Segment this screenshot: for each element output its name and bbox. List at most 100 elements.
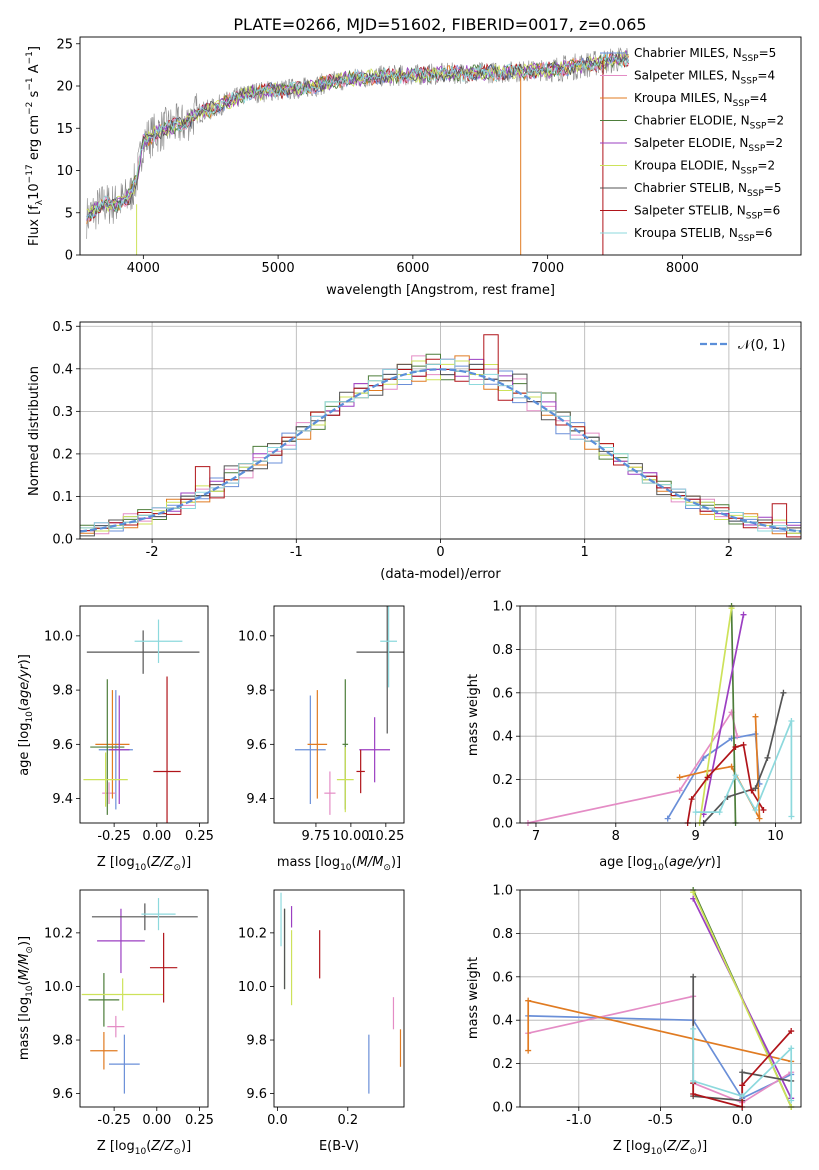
agew-marker (716, 809, 723, 816)
mage-ytick-label: 9.6 (246, 738, 267, 753)
agew-ytick-label: 0.6 (492, 686, 513, 701)
agew-marker (732, 772, 739, 779)
ebv-ytick-label: 9.6 (246, 1087, 267, 1102)
spectrum-frame (79, 36, 802, 256)
zage-axes: -0.25 0.00 0.25 9.4 9.6 9.8 10.0 (44, 629, 214, 844)
zw-marker (739, 1082, 746, 1089)
ebv-xtick-label: 0.0 (267, 1113, 288, 1128)
agew-marker (740, 741, 747, 748)
zage-ytick-label: 9.8 (52, 684, 73, 699)
hist-gaussian-line (79, 368, 802, 533)
hist-ylabel: Normed distribution (27, 366, 42, 496)
agew-frame (519, 605, 802, 824)
hist-step-line (80, 358, 801, 532)
zage-frame (79, 605, 209, 824)
spectrum-xtick-label: 4000 (127, 261, 160, 276)
agew-xlabel: age [log10(age/yr)] (599, 855, 721, 873)
spectrum-ytick-label: 0 (65, 249, 73, 264)
legend-label: Salpeter MILES, NSSP=4 (634, 69, 775, 87)
zw-marker (788, 1045, 795, 1052)
spectrum-model-line (86, 52, 629, 220)
zmass-frame (79, 889, 209, 1108)
zw-marker (690, 1090, 697, 1097)
agew-marker (752, 713, 759, 720)
zw-marker (690, 1077, 697, 1084)
spectrum-xtick-label: 5000 (262, 261, 295, 276)
agew-marker (728, 763, 735, 770)
zage-ytick-label: 10.0 (44, 629, 73, 644)
agew-xtick-label: 7 (532, 829, 540, 844)
figure-title: PLATE=0266, MJD=51602, FIBERID=0017, z=0… (233, 15, 646, 34)
agew-marker (688, 796, 695, 803)
agew-marker (756, 815, 763, 822)
zw-marker (739, 1069, 746, 1076)
agew-marker (676, 787, 683, 794)
hist-ytick-label: 0.3 (52, 405, 73, 420)
zw-xtick-label: -1.0 (566, 1113, 591, 1128)
legend-label: Chabrier MILES, NSSP=5 (634, 46, 776, 64)
zw-series-line (527, 999, 792, 1063)
agew-marker (748, 787, 755, 794)
ebv-ytick-label: 10.0 (238, 980, 267, 995)
ebv-frame (273, 889, 405, 1108)
agew-ytick-label: 0.0 (492, 817, 513, 832)
mage-ytick-label: 10.0 (238, 629, 267, 644)
zmass-ytick-label: 9.6 (52, 1087, 73, 1102)
agew-xtick-label: 9 (691, 829, 699, 844)
hist-ytick-label: 0.5 (52, 320, 73, 335)
zw-series-line (692, 1030, 792, 1107)
zmass-ytick-label: 10.2 (44, 926, 73, 941)
spectrum-model-line (86, 54, 629, 221)
mage-xlabel: mass [log10(M/M⊙)] (277, 855, 401, 873)
agew-marker (740, 611, 747, 618)
zw-ytick-label: 1.0 (492, 884, 513, 899)
spectrum-ylabel: Flux [fλ10−17 erg cm−2 s−1 A−1] (25, 46, 45, 246)
zw-marker (788, 1028, 795, 1035)
hist-xtick-label: 0 (436, 545, 444, 560)
zage-ytick-label: 9.6 (52, 738, 73, 753)
zw-marker (690, 895, 697, 902)
agew-marker (732, 744, 739, 751)
spectrum-ytick-label: 5 (65, 206, 73, 221)
agew-marker (788, 718, 795, 725)
agew-series-line (698, 608, 733, 823)
agew-xtick-label: 10 (767, 829, 784, 844)
hist-ytick-label: 0.4 (52, 362, 73, 377)
zw-series-line (692, 891, 792, 1107)
zw-ytick-label: 0.0 (492, 1101, 513, 1116)
hist-xlabel: (data-model)/error (380, 567, 501, 582)
zw-ytick-label: 0.2 (492, 1057, 513, 1072)
zw-marker (739, 1093, 746, 1100)
hist-xtick-label: 1 (581, 545, 589, 560)
agew-ytick-label: 1.0 (492, 600, 513, 615)
hist-ytick-label: 0.1 (52, 490, 73, 505)
legend-label: Chabrier ELODIE, NSSP=2 (634, 114, 784, 132)
agew-marker (734, 733, 741, 740)
agew-ytick-label: 0.2 (492, 773, 513, 788)
hist-frame (79, 321, 802, 540)
zw-marker (690, 1025, 697, 1032)
zage-ytick-label: 9.4 (52, 792, 73, 807)
legend-label: Kroupa MILES, NSSP=4 (634, 91, 767, 109)
spectrum-xlabel: wavelength [Angstrom, rest frame] (326, 283, 555, 298)
spectrum-xtick-label: 7000 (531, 261, 564, 276)
ebv-axes: 0.0 0.2 9.6 9.8 10.0 10.2 (238, 926, 358, 1128)
hist-xtick-label: -1 (290, 545, 303, 560)
hist-axes: -2 -1 0 1 2 0.0 0.1 0.2 0.3 0.4 0.5 (52, 320, 801, 560)
zw-series-line (528, 1015, 792, 1100)
legend-label: Chabrier STELIB, NSSP=5 (634, 181, 782, 199)
legend-label: Kroupa STELIB, NSSP=6 (634, 226, 772, 244)
spectrum-ytick-label: 20 (56, 80, 73, 95)
hist-xtick-label: -2 (146, 545, 159, 560)
zage-xtick-label: 0.00 (142, 829, 171, 844)
mage-frame (273, 605, 405, 824)
mage-xtick-label: 10.25 (367, 829, 404, 844)
zw-xtick-label: -0.5 (648, 1113, 673, 1128)
hist-legend-label: 𝒩(0, 1) (738, 338, 785, 353)
zw-ytick-label: 0.4 (492, 1014, 513, 1029)
zw-marker (690, 973, 697, 980)
agew-ylabel: mass weight (466, 674, 481, 756)
zw-xtick-label: 0.0 (732, 1113, 753, 1128)
